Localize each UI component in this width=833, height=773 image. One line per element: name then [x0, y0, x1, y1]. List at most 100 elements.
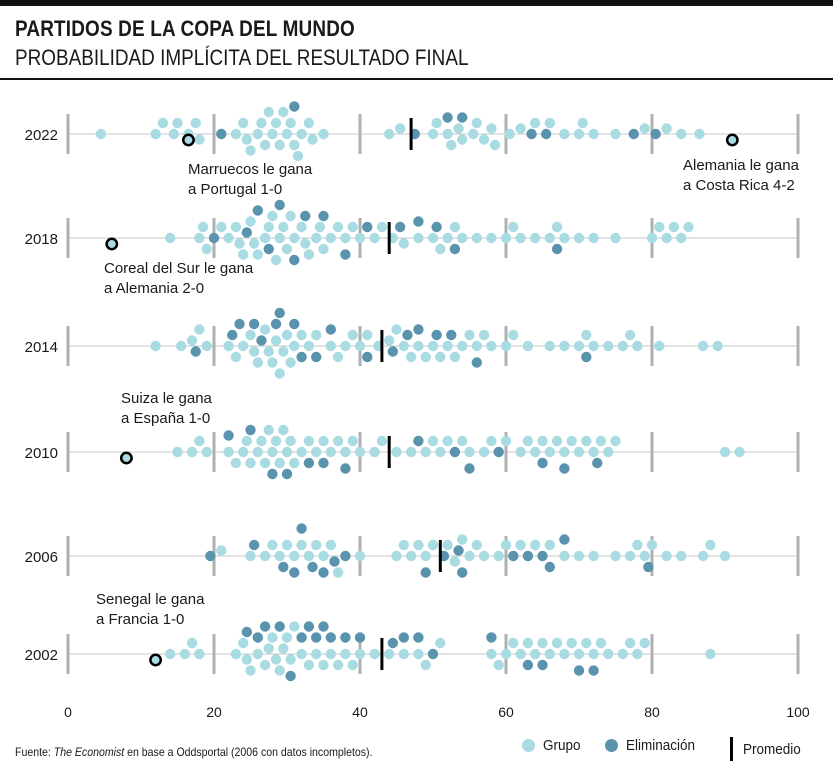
knockout-point [267, 468, 278, 480]
group-point [719, 550, 731, 562]
group-point [165, 648, 176, 660]
group-point [230, 351, 242, 363]
knockout-point [573, 665, 585, 676]
knockout-point [588, 665, 599, 676]
group-point [296, 446, 307, 458]
highlight-label-line: Coreal del Sur le gana [104, 260, 254, 277]
group-point [303, 117, 315, 129]
group-point [515, 232, 526, 244]
x-tick-label: 80 [644, 704, 660, 720]
x-tick-label: 0 [64, 704, 72, 720]
group-point [274, 457, 285, 469]
x-tick-label: 40 [352, 704, 368, 720]
group-point [705, 648, 716, 660]
group-point [172, 446, 183, 458]
group-point [318, 128, 329, 140]
knockout-point [241, 626, 253, 638]
group-point [435, 351, 446, 363]
knockout-point [300, 210, 311, 222]
group-point [230, 221, 242, 233]
group-point [278, 424, 289, 436]
group-point [190, 117, 201, 129]
group-point [719, 446, 731, 458]
group-point [478, 329, 490, 341]
group-point [281, 329, 293, 341]
group-point [624, 550, 636, 562]
group-point [646, 539, 658, 551]
group-point [617, 340, 628, 352]
group-point [508, 637, 519, 649]
group-point [435, 243, 446, 255]
group-point [697, 340, 709, 352]
group-point [332, 435, 344, 447]
group-point [734, 446, 745, 458]
group-point [471, 117, 482, 129]
group-point [347, 221, 358, 233]
group-point [307, 134, 318, 145]
group-point [376, 435, 388, 447]
group-point [588, 648, 599, 660]
group-point [281, 539, 293, 551]
knockout-point [544, 561, 555, 573]
group-point [500, 648, 512, 660]
group-point [303, 340, 315, 352]
group-point [668, 221, 680, 233]
group-point [559, 340, 570, 352]
group-point [573, 128, 585, 140]
group-point [332, 567, 344, 578]
highlight-point [119, 451, 133, 465]
knockout-point [307, 561, 318, 573]
group-point [285, 117, 296, 129]
knockout-point [263, 243, 274, 255]
group-point [442, 128, 453, 140]
group-point [289, 550, 300, 562]
chart-title: PARTIDOS DE LA COPA DEL MUNDO [15, 16, 355, 41]
group-point [274, 550, 285, 562]
group-point [340, 232, 351, 244]
knockout-point [413, 324, 424, 335]
group-point [486, 435, 497, 447]
group-point [559, 128, 570, 140]
group-point [522, 435, 534, 447]
group-point [632, 539, 643, 551]
group-point [449, 221, 461, 233]
group-point [289, 457, 300, 469]
group-point [347, 329, 358, 341]
group-point [449, 556, 461, 567]
group-point [457, 435, 468, 447]
group-point [632, 340, 643, 352]
group-point [559, 550, 570, 562]
knockout-point [227, 329, 238, 341]
group-point [705, 539, 716, 551]
knockout-point [413, 435, 424, 447]
group-point [369, 446, 380, 458]
group-point [278, 221, 289, 233]
group-point [508, 329, 519, 341]
group-point [194, 435, 205, 447]
knockout-point [289, 101, 300, 112]
group-point [267, 210, 278, 222]
group-point [248, 346, 260, 357]
group-point [314, 221, 326, 233]
group-point [559, 648, 570, 660]
group-point [311, 648, 322, 660]
group-point [559, 232, 570, 244]
group-point [566, 435, 577, 447]
group-point [478, 446, 490, 458]
knockout-point [340, 632, 351, 643]
group-point [311, 232, 322, 244]
group-point [442, 232, 453, 244]
group-point [201, 446, 212, 458]
group-point [398, 648, 409, 660]
group-point [646, 232, 658, 244]
group-point [245, 457, 256, 469]
group-point [292, 150, 304, 162]
group-point [245, 145, 256, 156]
source-publication: The Economist [53, 745, 125, 759]
group-point [464, 329, 475, 341]
knockout-point [537, 550, 548, 562]
year-row-2014: 2014 [25, 307, 800, 379]
group-point [493, 550, 504, 562]
highlight-label-line: a Alemania 2-0 [104, 280, 204, 297]
group-point [500, 539, 512, 551]
